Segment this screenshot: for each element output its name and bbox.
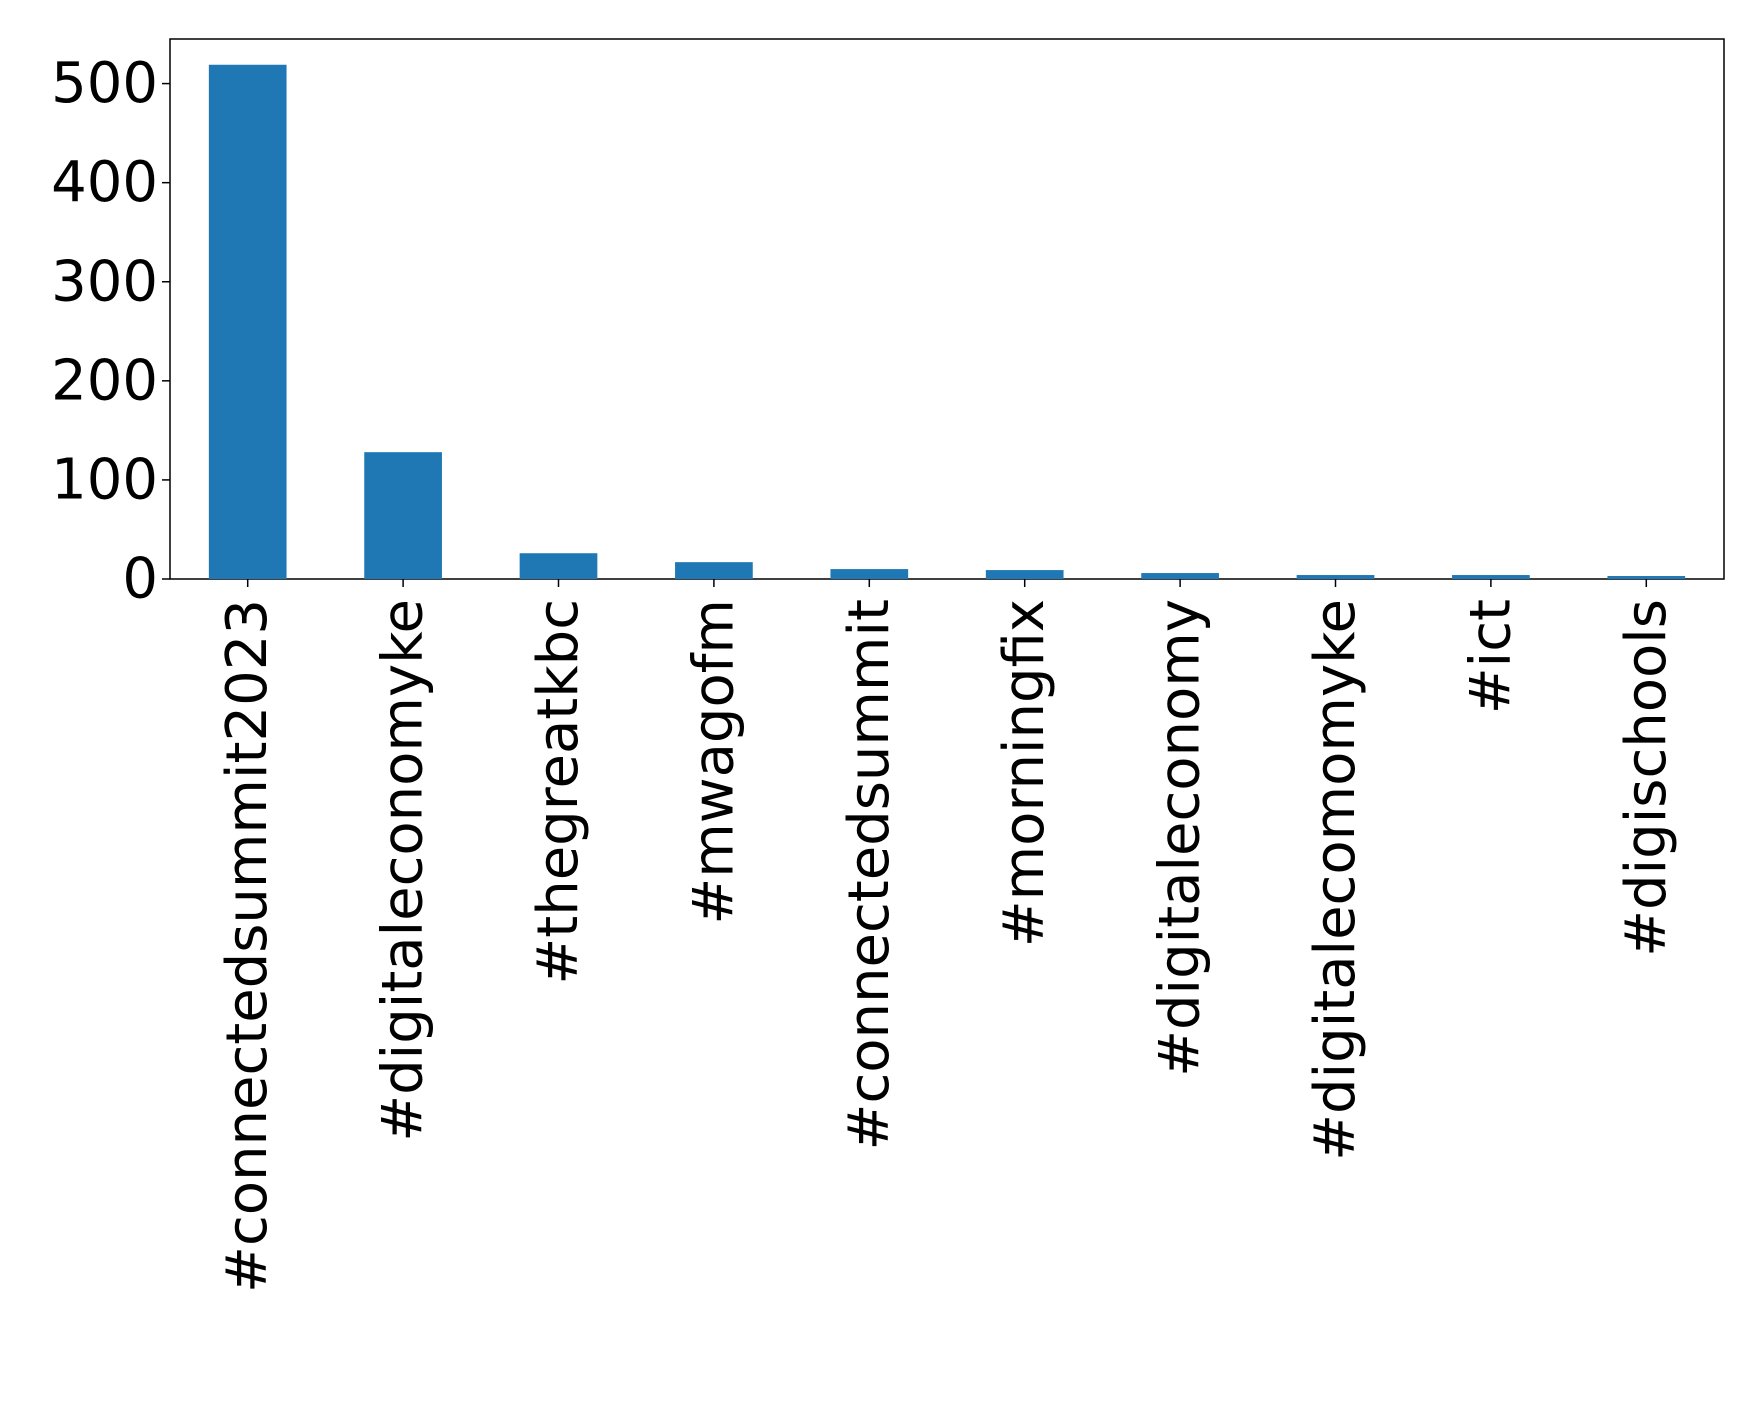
plot-frame (169, 38, 1725, 580)
bar (1607, 576, 1686, 579)
bar (1141, 573, 1219, 579)
x-tick-label: #mwagofm (681, 599, 746, 925)
y-tick-label: 0 (122, 547, 158, 612)
y-tick-label: 100 (51, 447, 158, 512)
x-tick-label: #connectedsummit (837, 599, 902, 1150)
bar (830, 569, 909, 579)
bar (519, 553, 598, 579)
x-tick-label: #digitaleconomyke (371, 599, 436, 1142)
x-tick-label: #thegreatkbc (526, 599, 591, 985)
bar (1296, 575, 1375, 579)
y-tick-label: 500 (51, 51, 158, 116)
x-tick-label: #connectedsummit2023 (215, 599, 280, 1293)
bar (1452, 575, 1530, 579)
bar (985, 570, 1064, 579)
bar (675, 562, 753, 579)
x-tick-label: #morningfix (992, 599, 1057, 947)
y-tick-label: 200 (51, 348, 158, 413)
y-tick-label: 400 (51, 150, 158, 215)
y-tick-label: 300 (51, 249, 158, 314)
x-tick-label: #digitaleconomy (1148, 599, 1213, 1077)
bar (364, 452, 442, 579)
x-tick-label: #ict (1458, 599, 1523, 714)
x-tick-label: #digitalecomomyke (1303, 599, 1368, 1161)
bar (208, 64, 287, 579)
x-tick-label: #digischools (1614, 599, 1679, 957)
